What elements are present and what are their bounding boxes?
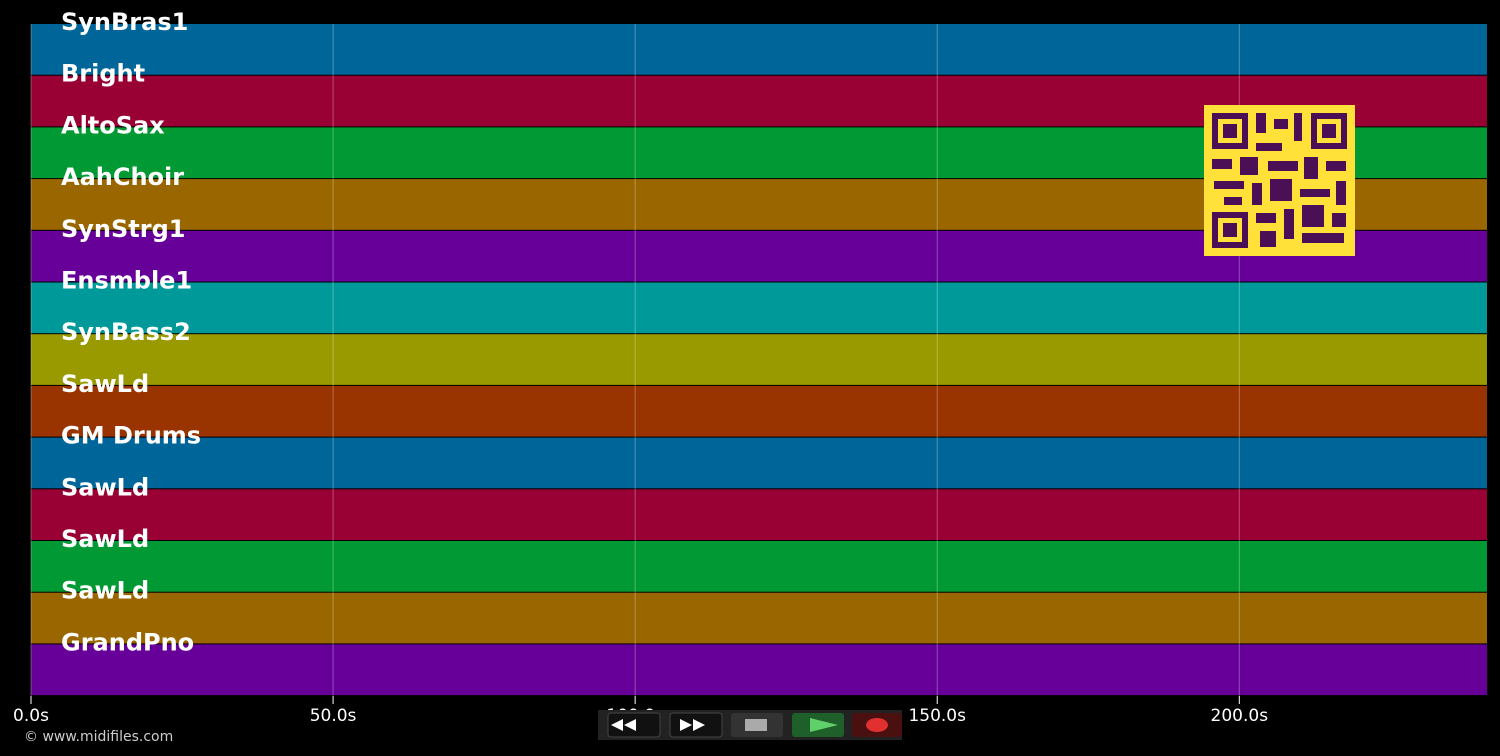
stop-button[interactable] xyxy=(731,713,783,737)
track-lane xyxy=(31,437,1487,489)
qr-code xyxy=(1204,105,1355,256)
track-lane xyxy=(31,489,1487,540)
copyright: © www.midifiles.com xyxy=(24,729,173,745)
track-name: SawLd xyxy=(61,577,149,605)
fast-forward-button[interactable] xyxy=(669,712,723,738)
track-lane xyxy=(31,592,1487,644)
track-labels: SynBras1 Bright AltoSax AahChoir SynStrg1 Ens… xyxy=(61,8,201,656)
track-name: GM Drums xyxy=(61,422,201,450)
transport-controls xyxy=(598,710,902,740)
track-lane xyxy=(31,334,1487,385)
track-lane xyxy=(31,24,1487,75)
track-lane xyxy=(31,644,1487,696)
track-lane xyxy=(31,541,1487,592)
track-name: SawLd xyxy=(61,370,149,398)
play-button[interactable] xyxy=(792,713,844,737)
track-name: GrandPno xyxy=(61,628,194,656)
track-name: AltoSax xyxy=(61,111,165,139)
track-name: Bright xyxy=(61,60,145,88)
track-name: SawLd xyxy=(61,525,149,553)
track-name: Ensmble1 xyxy=(61,267,192,295)
track-name: SynBras1 xyxy=(61,8,188,36)
track-lane xyxy=(31,385,1487,437)
tick-label: 200.0s xyxy=(1211,706,1269,726)
tick-label: 0.0s xyxy=(13,706,49,726)
record-button[interactable] xyxy=(852,713,902,737)
rewind-button[interactable] xyxy=(607,712,661,738)
tick-label: 150.0s xyxy=(908,706,966,726)
track-name: SynStrg1 xyxy=(61,215,186,243)
tick-label: 50.0s xyxy=(310,706,357,726)
track-name: SawLd xyxy=(61,473,149,501)
track-name: SynBass2 xyxy=(61,318,191,346)
track-lane xyxy=(31,282,1487,334)
track-name: AahChoir xyxy=(61,163,184,191)
